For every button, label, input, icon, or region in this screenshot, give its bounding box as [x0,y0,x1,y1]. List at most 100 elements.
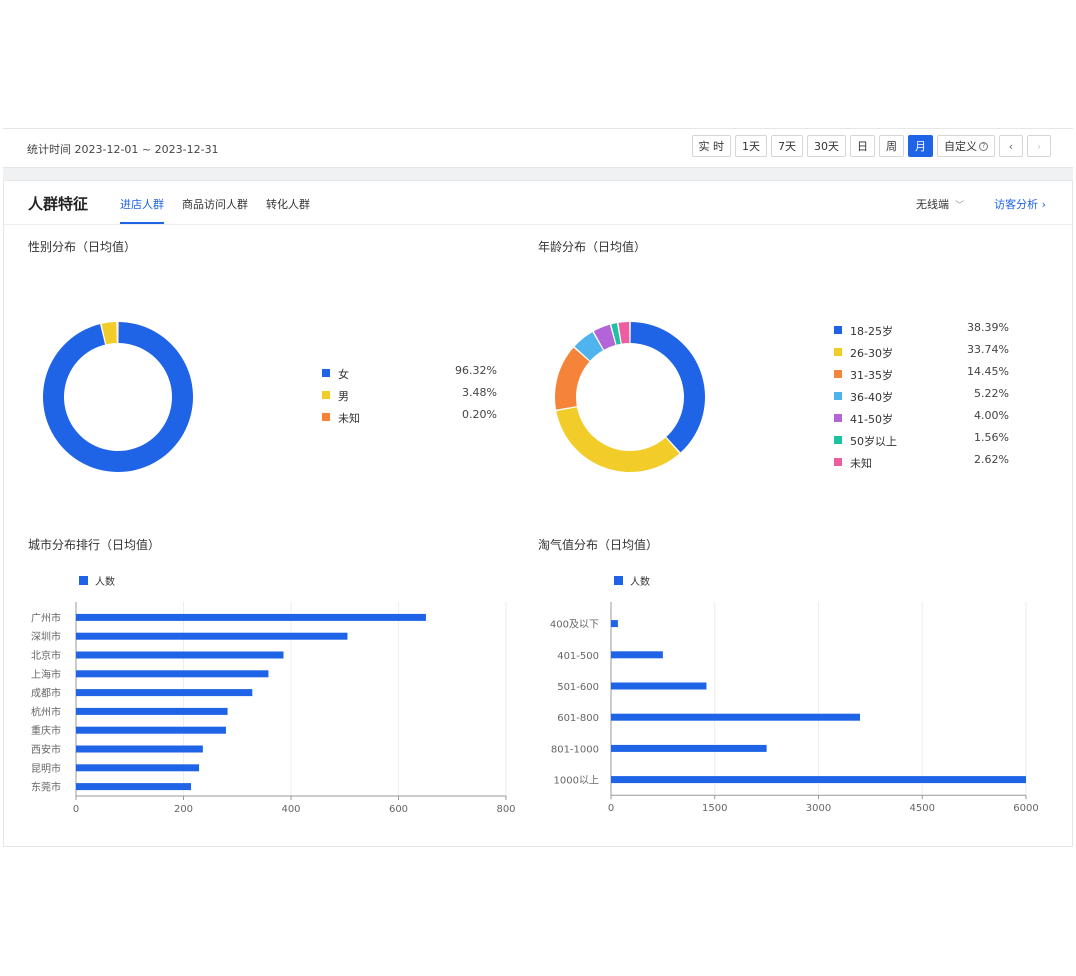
tab-converted[interactable]: 转化人群 [266,198,310,211]
legend-swatch [322,369,330,377]
custom-label: 自定义 [944,140,977,153]
city-bar[interactable] [76,783,192,791]
legend-swatch [79,576,88,585]
age-donut-chart [555,322,705,472]
device-select-value: 无线端 [915,198,949,211]
age-legend-item[interactable]: 未知 2.62% [834,453,1009,475]
age-slice-1 [556,407,680,472]
visitor-analysis-link[interactable]: 访客分析 › [994,198,1046,211]
city-category-label: 广州市 [31,611,61,624]
range-buttons: 实 时 1天 7天 30天 日 周 月 自定义 ? ‹ › [691,135,1051,157]
city-bar[interactable] [76,613,426,621]
city-x-tick-label: 400 [281,804,300,815]
city-category-label: 上海市 [31,668,61,681]
naughty-x-tick-label: 4500 [910,803,935,814]
city-x-tick-label: 600 [389,804,408,815]
city-bar[interactable] [76,689,253,697]
gender-legend-value: 3.48% [462,386,497,399]
time-range-bar: 统计时间 2023-12-01 ~ 2023-12-31 实 时 1天 7天 3… [3,128,1073,168]
legend-swatch [834,348,842,356]
naughty-x-tick-label: 1500 [702,803,727,814]
stat-time: 统计时间 2023-12-01 ~ 2023-12-31 [27,143,219,156]
age-legend-value: 14.45% [967,365,1009,378]
gender-legend-label: 男 [338,390,349,403]
age-slice-2 [555,347,590,410]
city-category-label: 北京市 [31,649,61,662]
city-legend-label: 人数 [95,577,115,588]
age-legend-item[interactable]: 18-25岁 38.39% [834,321,1009,343]
naughty-bar[interactable] [611,651,663,659]
age-legend-item[interactable]: 50岁以上 1.56% [834,431,1009,453]
city-category-label: 重庆市 [31,724,61,737]
next-period-button[interactable]: › [1027,135,1051,157]
range-realtime-button[interactable]: 实 时 [691,135,731,157]
gender-slice-1 [101,322,117,345]
help-icon: ? [979,141,988,151]
naughty-bar[interactable] [611,620,618,628]
gender-legend-item[interactable]: 男 3.48% [322,386,497,408]
city-legend: 人数 [79,573,115,588]
device-select[interactable]: 无线端 ﹀ [916,196,964,212]
naughty-category-label: 401-500 [557,651,599,662]
legend-swatch [834,326,842,334]
city-category-label: 东莞市 [31,781,61,794]
naughty-bar[interactable] [611,682,707,690]
naughty-bar[interactable] [611,744,767,752]
panel-title: 人群特征 [28,195,89,213]
age-legend-value: 4.00% [974,409,1009,422]
gender-legend-value: 96.32% [455,364,497,377]
city-bar[interactable] [76,726,226,734]
range-30day-button[interactable]: 30天 [807,135,846,157]
range-1day-button[interactable]: 1天 [735,135,767,157]
city-category-label: 深圳市 [31,630,61,643]
gender-legend-item[interactable]: 未知 0.20% [322,408,497,430]
gender-donut-chart [42,322,193,472]
gender-legend-label: 女 [338,368,349,381]
gender-legend-item[interactable]: 女 96.32% [322,364,497,386]
city-category-label: 昆明市 [31,762,61,775]
naughty-category-label: 501-600 [557,682,599,693]
age-legend-item[interactable]: 26-30岁 33.74% [834,343,1009,365]
tab-store-visitors[interactable]: 进店人群 [120,196,164,224]
age-legend-label: 31-35岁 [850,369,893,382]
age-legend-item[interactable]: 36-40岁 5.22% [834,387,1009,409]
legend-swatch [834,436,842,444]
gender-legend-label: 未知 [338,412,360,425]
range-7day-button[interactable]: 7天 [771,135,803,157]
naughty-category-label: 801-1000 [551,744,599,755]
city-bar[interactable] [76,745,203,753]
city-bar-chart: 0 200 400 600 800 广州市深圳市北京市上海市成都市杭州市重庆市西安市昆明市… [31,602,516,815]
age-legend-item[interactable]: 41-50岁 4.00% [834,409,1009,431]
age-legend-label: 50岁以上 [850,435,897,448]
naughty-x-tick-label: 0 [608,803,614,814]
age-slice-4 [593,324,616,350]
legend-swatch [834,414,842,422]
city-category-label: 西安市 [31,743,61,756]
naughty-bar-chart: 0 1500 3000 4500 6000 400及以下 401-500 501-600 601… [550,602,1039,814]
range-day-button[interactable]: 日 [850,135,875,157]
age-legend-value: 5.22% [974,387,1009,400]
city-bar[interactable] [76,632,348,640]
age-section-title: 年龄分布（日均值） [538,240,647,254]
naughty-bar[interactable] [611,713,860,721]
tab-product-visitors[interactable]: 商品访问人群 [182,198,248,211]
range-week-button[interactable]: 周 [879,135,904,157]
city-bar[interactable] [76,707,228,715]
range-month-button[interactable]: 月 [908,135,933,157]
panel-divider [4,224,1072,225]
city-bar[interactable] [76,764,200,772]
age-legend-item[interactable]: 31-35岁 14.45% [834,365,1009,387]
naughty-category-label: 1000以上 [554,775,599,787]
age-legend-label: 36-40岁 [850,391,893,404]
age-legend-label: 18-25岁 [850,325,893,338]
age-legend-label: 26-30岁 [850,347,893,360]
age-legend-value: 2.62% [974,453,1009,466]
naughty-x-tick-label: 6000 [1013,803,1038,814]
city-bar[interactable] [76,670,269,678]
age-slice-6 [618,322,630,344]
naughty-bar[interactable] [611,776,1026,784]
naughty-x-tick-label: 3000 [806,803,831,814]
prev-period-button[interactable]: ‹ [999,135,1023,157]
range-custom-button[interactable]: 自定义 ? [937,135,995,157]
city-bar[interactable] [76,651,284,659]
